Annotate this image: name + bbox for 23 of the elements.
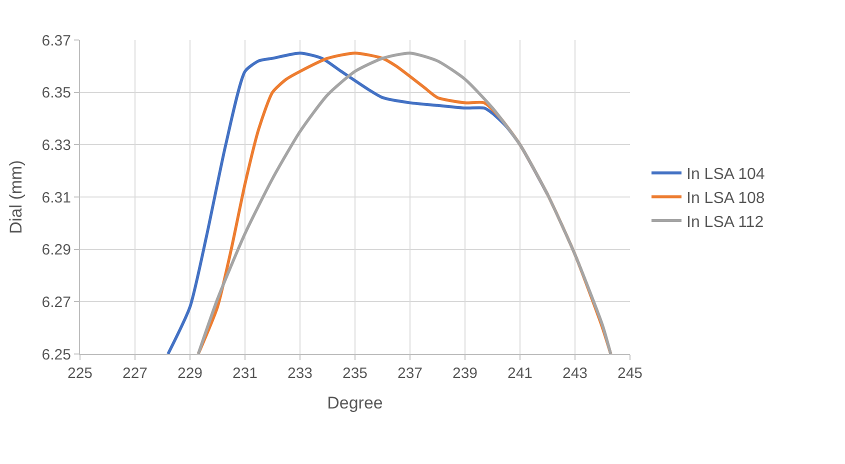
y-tick-label: 6.31 [42,189,71,206]
x-tick-label: 231 [232,365,258,382]
y-tick-label: 6.33 [42,136,71,154]
y-tick-label: 6.25 [42,346,71,364]
y-tick-label: 6.29 [42,242,71,259]
y-tick-label: 6.37 [42,32,71,50]
x-tick-label: 233 [287,365,313,382]
x-tick-label: 235 [342,365,368,382]
y-tick-label: 6.35 [42,84,71,102]
legend-label: In LSA 104 [686,166,765,184]
x-tick-label: 225 [67,365,93,382]
legend-label: In LSA 108 [686,190,765,207]
y-tick-label: 6.27 [42,294,71,311]
x-tick-label: 227 [122,365,148,382]
x-tick-label: 239 [452,365,478,382]
x-tick-label: 245 [617,365,643,382]
x-tick-label: 229 [177,365,203,382]
x-axis-title: Degree [327,393,383,412]
x-tick-label: 241 [507,365,533,382]
legend-label: In LSA 112 [686,214,764,231]
x-tick-label: 243 [562,365,588,382]
x-tick-label: 237 [397,365,423,382]
y-axis-title: Dial (mm) [6,160,26,234]
